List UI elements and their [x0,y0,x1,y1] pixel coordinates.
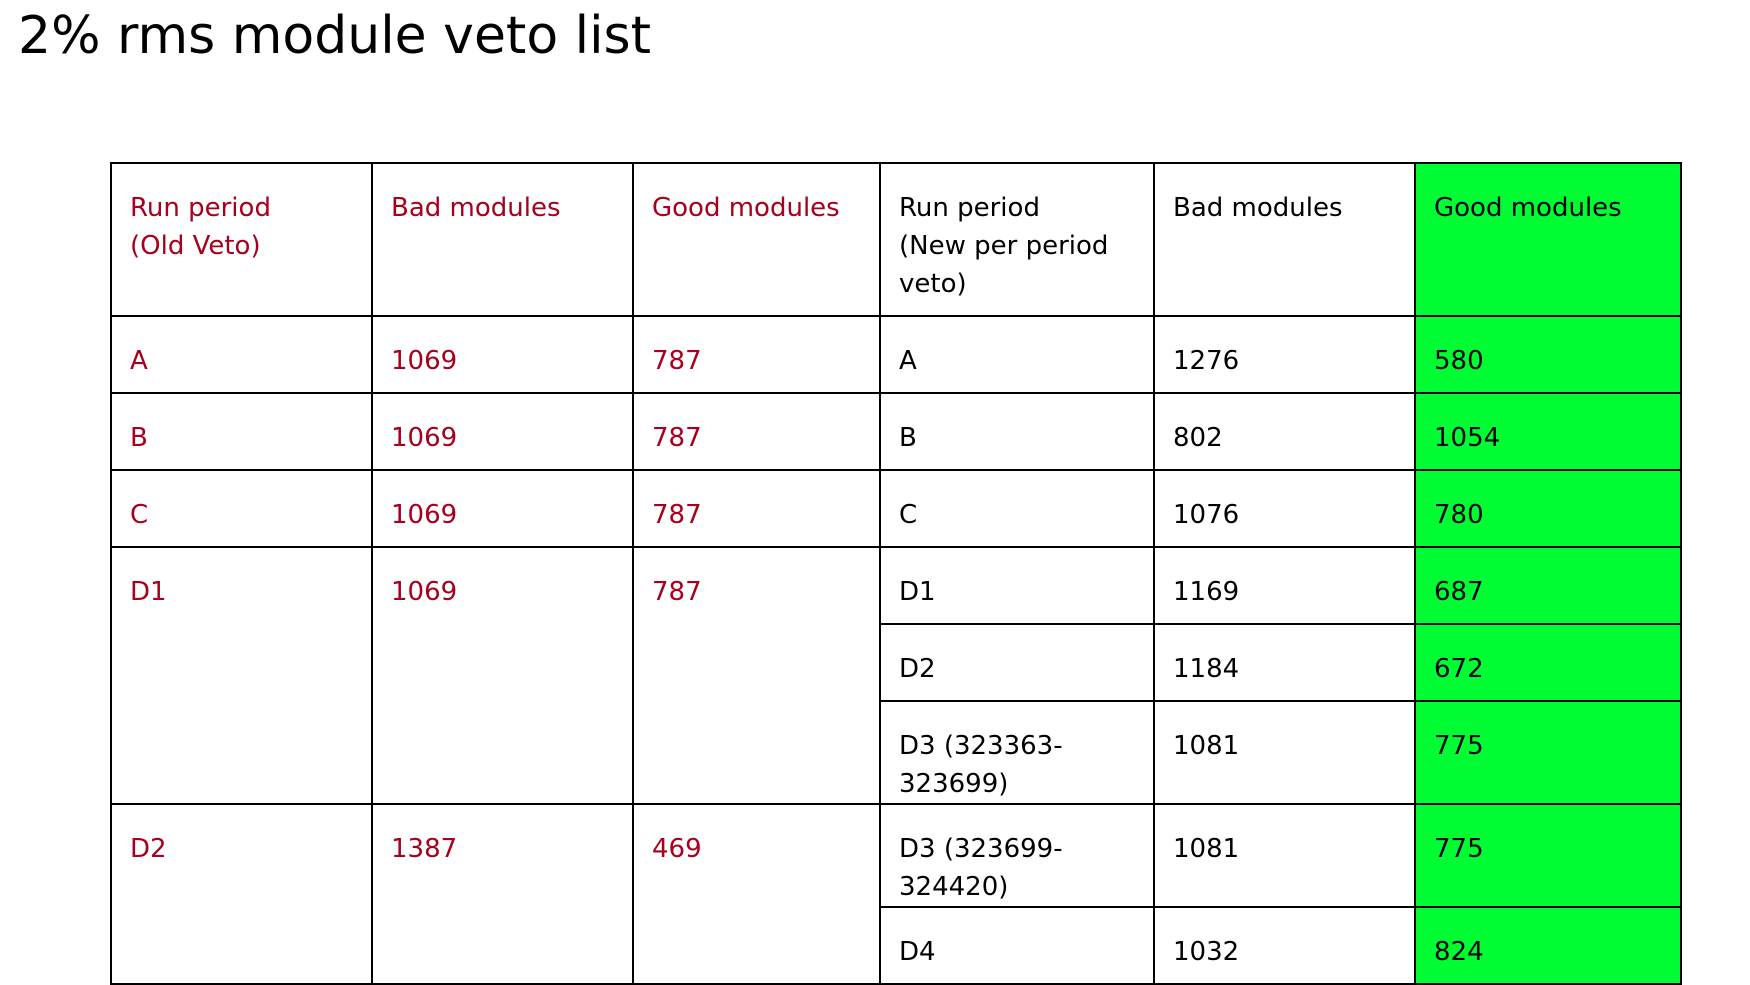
header-old-good-modules: Good modules [632,162,881,317]
new-bad-cell: 1081 [1153,700,1416,805]
header-old-bad-modules: Bad modules [371,162,634,317]
new-period-cell: D3 (323699-324420) [879,803,1155,908]
new-period-cell: C [879,469,1155,548]
new-period-cell: D2 [879,623,1155,702]
old-good-cell: 787 [632,469,881,548]
new-good-cell: 775 [1414,700,1682,805]
new-period-cell: D4 [879,906,1155,985]
new-good-cell: 775 [1414,803,1682,908]
table-row: C 1069 787 C 1076 780 [110,469,1682,548]
new-bad-cell: 1169 [1153,546,1416,625]
new-bad-cell: 1184 [1153,623,1416,702]
page-title: 2% rms module veto list [18,6,652,66]
new-bad-cell: 802 [1153,392,1416,471]
veto-table: Run period (Old Veto) Bad modules Good m… [110,162,1682,985]
header-new-bad-modules: Bad modules [1153,162,1416,317]
table-row: A 1069 787 A 1276 580 [110,315,1682,394]
table-row: D1 1069 787 D1 1169 687 [110,546,1682,805]
table-row: D2 1387 469 D3 (323699-324420) 1081 775 [110,803,1682,985]
new-bad-cell: 1276 [1153,315,1416,394]
old-period-cell: D1 [110,546,373,805]
new-good-cell: 687 [1414,546,1682,625]
new-good-cell: 824 [1414,906,1682,985]
old-bad-cell: 1069 [371,546,634,805]
new-period-cell: D3 (323363-323699) [879,700,1155,805]
new-good-cell: 672 [1414,623,1682,702]
old-good-cell: 787 [632,392,881,471]
new-good-cell: 580 [1414,315,1682,394]
old-period-cell: A [110,315,373,394]
old-bad-cell: 1069 [371,469,634,548]
old-good-cell: 469 [632,803,881,985]
header-new-good-modules: Good modules [1414,162,1682,317]
new-bad-cell: 1076 [1153,469,1416,548]
table-row: D2 1184 672 [111,623,1682,702]
old-period-cell: D2 [110,803,373,985]
new-period-cell: A [879,315,1155,394]
old-period-cell: C [110,469,373,548]
old-good-cell: 787 [632,546,881,805]
table-row: B 1069 787 B 802 1054 [110,392,1682,471]
new-bad-cell: 1081 [1153,803,1416,908]
new-period-cell: B [879,392,1155,471]
new-good-cell: 780 [1414,469,1682,548]
new-period-cell: D1 [879,546,1155,625]
old-bad-cell: 1069 [371,392,634,471]
table-header-row: Run period (Old Veto) Bad modules Good m… [110,162,1682,317]
old-period-cell: B [110,392,373,471]
old-bad-cell: 1069 [371,315,634,394]
header-new-run-period: Run period (New per period veto) [879,162,1155,317]
new-bad-cell: 1032 [1153,906,1416,985]
old-good-cell: 787 [632,315,881,394]
table-row: D3 (323363-323699) 1081 775 [111,700,1682,805]
old-bad-cell: 1387 [371,803,634,985]
header-old-run-period: Run period (Old Veto) [110,162,373,317]
new-good-cell: 1054 [1414,392,1682,471]
